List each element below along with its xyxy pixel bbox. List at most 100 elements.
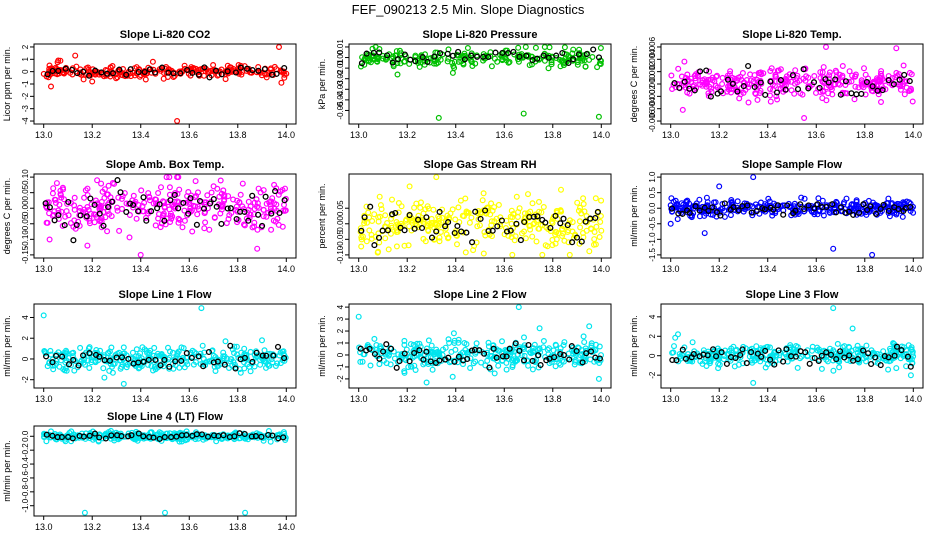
- data-point: [282, 434, 289, 441]
- data-point: [497, 214, 504, 221]
- mean-point: [845, 208, 853, 215]
- mean-point: [80, 433, 87, 440]
- data-point: [719, 80, 726, 87]
- x-tick-label: 13.2: [398, 130, 416, 140]
- y-tick-label: -3: [21, 105, 30, 113]
- data-point: [411, 362, 418, 369]
- data-point: [167, 212, 174, 219]
- data-point: [393, 219, 400, 226]
- mean-point: [261, 66, 268, 73]
- mean-point: [668, 205, 676, 212]
- x-tick-label: 13.6: [807, 130, 825, 140]
- data-point: [62, 213, 69, 220]
- data-point: [210, 352, 217, 359]
- y-tick-label: 2: [648, 334, 657, 339]
- x-tick-label: 13.6: [180, 264, 198, 274]
- mean-point: [108, 432, 115, 439]
- mean-point: [690, 351, 697, 358]
- mean-point: [673, 357, 680, 364]
- mean-point: [707, 93, 714, 100]
- data-point: [854, 342, 861, 349]
- data-points: [357, 174, 605, 258]
- data-point: [84, 64, 91, 71]
- y-axis-label: Licor ppm per min.: [2, 47, 12, 122]
- data-point: [46, 360, 53, 367]
- data-point: [75, 218, 82, 225]
- y-tick-label: -0.15: [21, 245, 30, 264]
- mean-point: [754, 350, 761, 357]
- data-point: [508, 234, 515, 241]
- data-point: [863, 81, 870, 88]
- mean-point: [455, 353, 462, 360]
- data-point: [429, 366, 436, 373]
- mean-point: [427, 358, 434, 365]
- y-axis: -2 -1 0 1 2 3 4: [336, 304, 349, 382]
- x-tick-label: 13.2: [398, 264, 416, 274]
- mean-point: [535, 352, 542, 359]
- mean-point: [159, 64, 166, 71]
- mean-point: [823, 349, 830, 356]
- mean-point: [701, 204, 708, 211]
- mean-point: [802, 349, 809, 356]
- data-point: [596, 234, 603, 241]
- data-point: [529, 200, 536, 207]
- mean-point: [860, 201, 867, 208]
- data-point: [241, 221, 248, 228]
- data-point: [260, 213, 267, 220]
- data-point: [151, 344, 158, 351]
- data-point: [442, 344, 449, 351]
- data-point: [801, 195, 808, 202]
- data-point: [823, 356, 830, 363]
- data-point: [407, 341, 414, 348]
- data-point: [181, 62, 188, 69]
- y-tick-label: 4: [648, 314, 657, 319]
- data-point: [421, 359, 428, 366]
- data-point: [561, 44, 568, 51]
- mean-point: [416, 347, 423, 354]
- data-point: [413, 200, 420, 207]
- data-point: [363, 238, 370, 245]
- mean-point: [880, 201, 887, 208]
- y-tick-label: 0: [648, 353, 657, 358]
- outlier-point: [372, 43, 379, 50]
- mean-point: [86, 350, 93, 357]
- mean-point: [481, 350, 488, 357]
- mean-point: [838, 204, 845, 211]
- plot-frame: [33, 173, 297, 259]
- x-tick-label: 13.4: [132, 130, 150, 140]
- x-tick-label: 13.8: [229, 522, 247, 532]
- y-tick-label: -0.03: [336, 80, 345, 99]
- data-point: [696, 213, 703, 220]
- mean-point: [183, 350, 190, 357]
- mean-point: [224, 68, 231, 75]
- data-point: [401, 341, 408, 348]
- mean-point: [454, 222, 461, 230]
- data-point: [204, 205, 211, 212]
- x-tick-label: 14.0: [593, 394, 611, 404]
- outlier-point: [276, 43, 283, 50]
- data-point: [358, 234, 365, 241]
- data-point: [204, 192, 211, 199]
- data-point: [220, 349, 227, 356]
- outlier-point: [801, 114, 808, 121]
- data-point: [514, 214, 521, 221]
- data-point: [459, 212, 466, 219]
- data-point: [705, 76, 712, 83]
- data-point: [402, 217, 409, 224]
- data-point: [531, 220, 538, 227]
- data-point: [374, 58, 381, 65]
- mean-point: [406, 358, 413, 365]
- data-point: [160, 198, 167, 205]
- data-point: [283, 70, 290, 77]
- data-point: [460, 361, 467, 368]
- mean-point: [83, 213, 90, 220]
- data-point: [425, 55, 432, 62]
- data-point: [880, 348, 887, 355]
- mean-point: [891, 352, 898, 359]
- data-point: [696, 196, 703, 203]
- x-tick-label: 13.4: [759, 264, 777, 274]
- mean-point: [885, 77, 892, 84]
- data-point: [71, 194, 78, 201]
- data-point: [109, 180, 116, 187]
- data-point: [387, 230, 394, 237]
